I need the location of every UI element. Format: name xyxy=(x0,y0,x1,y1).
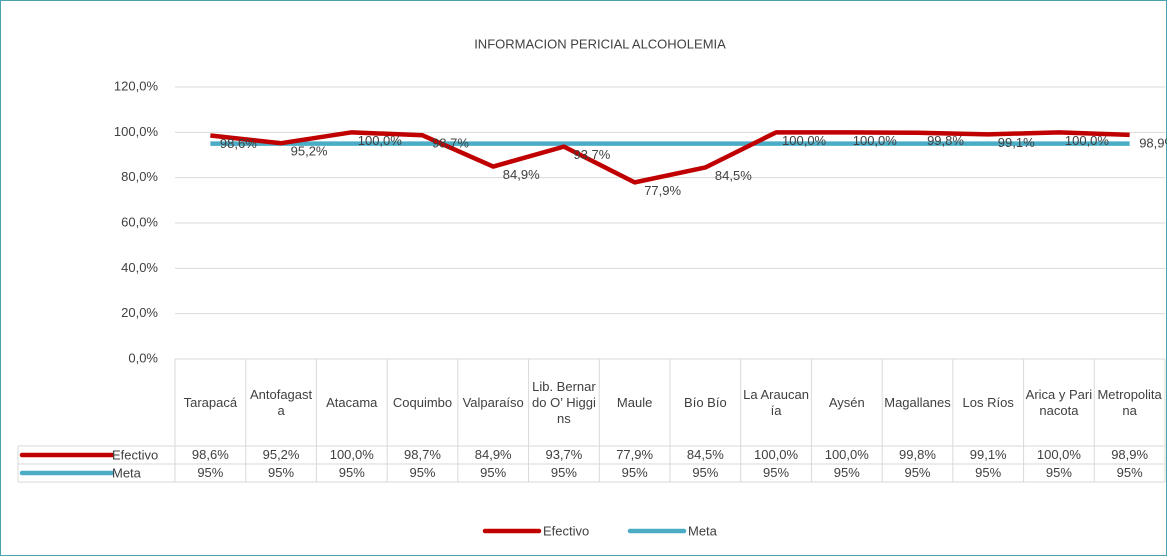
data-label: 84,9% xyxy=(503,167,540,182)
y-tick-label: 0,0% xyxy=(128,350,158,365)
x-tick-label: Los Ríos xyxy=(962,394,1014,410)
table-cell: 95% xyxy=(1116,465,1143,480)
data-label: 77,9% xyxy=(644,183,681,198)
table-series-name: Meta xyxy=(112,465,142,480)
table-cell: 95% xyxy=(975,465,1002,480)
data-label: 98,6% xyxy=(220,136,257,151)
table-cell: 98,9% xyxy=(1111,447,1149,462)
x-tick-label: Magallanes xyxy=(884,394,951,410)
data-label: 98,7% xyxy=(432,136,469,151)
data-label: 100,0% xyxy=(1065,133,1110,148)
x-tick-label: Tarapacá xyxy=(183,394,238,410)
table-cell: 100,0% xyxy=(329,447,374,462)
table-cell: 95% xyxy=(904,465,931,480)
y-tick-label: 120,0% xyxy=(114,78,159,93)
data-label: 84,5% xyxy=(715,168,752,183)
chart-title: INFORMACION PERICIAL ALCOHOLEMIA xyxy=(474,36,726,51)
table-cell: 98,6% xyxy=(191,447,229,462)
data-label: 95,2% xyxy=(291,144,328,159)
x-tick-label: Arica y Parinacota xyxy=(1025,386,1093,418)
table-cell: 95% xyxy=(550,465,577,480)
x-tick-label: Valparaíso xyxy=(462,394,524,410)
data-label: 100,0% xyxy=(782,133,827,148)
table-cell: 95,2% xyxy=(262,447,300,462)
data-label: 98,9% xyxy=(1139,135,1167,150)
data-label: 100,0% xyxy=(358,133,403,148)
data-label: 93,7% xyxy=(573,147,610,162)
table-cell: 95% xyxy=(409,465,436,480)
table-cell: 99,1% xyxy=(969,447,1007,462)
legend-label: Efectivo xyxy=(543,523,589,538)
table-cell: 95% xyxy=(621,465,648,480)
table-cell: 93,7% xyxy=(545,447,583,462)
x-tick-label: Aysén xyxy=(828,394,865,410)
table-cell: 77,9% xyxy=(616,447,654,462)
table-cell: 84,5% xyxy=(686,447,724,462)
table-cell: 95% xyxy=(1045,465,1072,480)
table-cell: 99,8% xyxy=(899,447,936,462)
table-cell: 95% xyxy=(763,465,790,480)
table-cell: 84,9% xyxy=(474,447,512,462)
y-tick-label: 60,0% xyxy=(121,214,158,229)
x-tick-label: La Araucanía xyxy=(743,386,809,418)
data-label: 99,1% xyxy=(998,135,1035,150)
x-tick-label: Lib. Bernardo O’ Higgins xyxy=(532,378,596,426)
x-tick-label: Metropolitana xyxy=(1097,386,1162,418)
table-cell: 98,7% xyxy=(404,447,441,462)
x-tick-label: Maule xyxy=(616,394,653,410)
table-cell: 95% xyxy=(480,465,507,480)
data-label: 100,0% xyxy=(853,133,898,148)
y-tick-label: 40,0% xyxy=(121,260,158,275)
table-cell: 100,0% xyxy=(754,447,799,462)
table-cell: 95% xyxy=(833,465,860,480)
legend-label: Meta xyxy=(688,523,718,538)
data-label: 99,8% xyxy=(927,133,964,148)
table-cell: 95% xyxy=(338,465,365,480)
x-tick-label: Atacama xyxy=(326,394,378,410)
y-tick-label: 80,0% xyxy=(121,169,158,184)
table-cell: 95% xyxy=(692,465,719,480)
table-cell: 100,0% xyxy=(1036,447,1081,462)
table-cell: 95% xyxy=(268,465,295,480)
x-tick-label: Bío Bío xyxy=(684,394,727,410)
x-tick-label: Antofagasta xyxy=(249,386,313,418)
x-tick-label: Coquimbo xyxy=(392,394,453,410)
table-cell: 100,0% xyxy=(824,447,869,462)
y-tick-label: 20,0% xyxy=(121,305,158,320)
table-series-name: Efectivo xyxy=(112,447,158,462)
table-cell: 95% xyxy=(197,465,224,480)
series-line xyxy=(210,130,1130,185)
y-tick-label: 100,0% xyxy=(114,124,159,139)
